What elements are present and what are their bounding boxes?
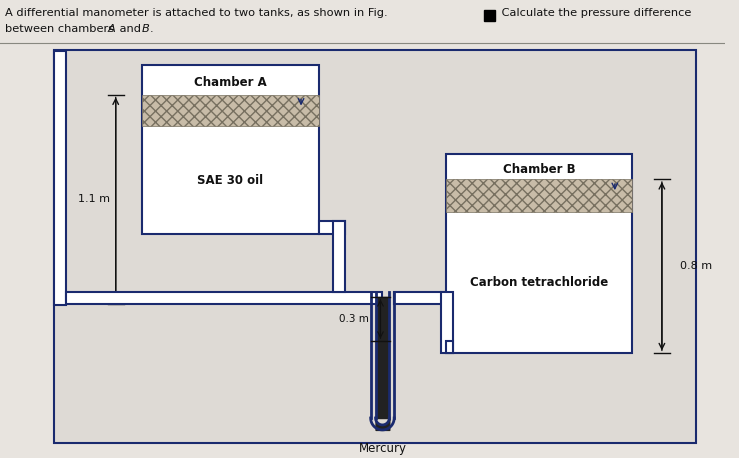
Text: A: A <box>108 24 115 34</box>
Text: B: B <box>142 24 150 34</box>
Text: Calculate the pressure difference: Calculate the pressure difference <box>498 8 692 18</box>
Text: 0.3 m: 0.3 m <box>339 314 369 324</box>
Bar <box>441 292 453 353</box>
Bar <box>66 292 382 304</box>
Text: .: . <box>150 24 154 34</box>
Bar <box>142 94 319 126</box>
Bar <box>484 10 495 21</box>
Bar <box>319 221 345 234</box>
Text: SAE 30 oil: SAE 30 oil <box>197 174 264 186</box>
Text: Mercury: Mercury <box>358 442 406 455</box>
Bar <box>142 65 319 234</box>
Text: A differential manometer is attached to two tanks, as shown in Fig.: A differential manometer is attached to … <box>5 8 387 18</box>
Text: Chamber A: Chamber A <box>194 76 267 89</box>
Bar <box>54 51 66 305</box>
Bar <box>446 154 633 353</box>
Text: 1.1 m: 1.1 m <box>78 194 110 204</box>
Text: and: and <box>116 24 144 34</box>
Bar <box>54 50 696 443</box>
Text: between chambers: between chambers <box>5 24 118 34</box>
Text: 0.8 m: 0.8 m <box>680 261 712 271</box>
Bar <box>333 221 345 292</box>
Bar <box>446 179 633 212</box>
Text: Carbon tetrachloride: Carbon tetrachloride <box>470 276 608 289</box>
Text: Chamber B: Chamber B <box>503 163 576 176</box>
Bar <box>394 292 453 304</box>
Bar <box>446 341 453 353</box>
